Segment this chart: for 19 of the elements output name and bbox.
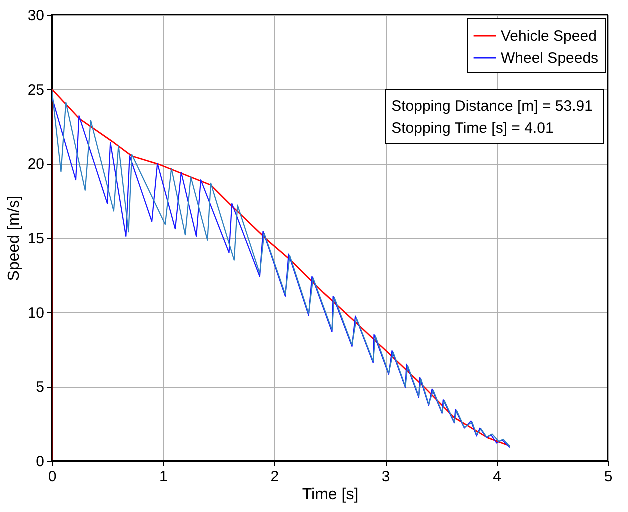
- legend-label: Vehicle Speed: [501, 28, 597, 45]
- y-tick-label: 25: [28, 82, 44, 99]
- x-tick-label: 4: [493, 468, 502, 486]
- x-tick-label: 2: [270, 468, 280, 486]
- x-axis-title: Time [s]: [302, 486, 359, 504]
- annotation: Stopping Distance [m] = 53.91: [392, 98, 593, 115]
- x-tick-label: 3: [382, 468, 390, 486]
- y-tick-label: 5: [36, 379, 44, 396]
- x-tick-label: 1: [160, 468, 168, 486]
- y-tick-label: 20: [28, 156, 44, 174]
- x-tick-label: 0: [48, 468, 57, 486]
- y-tick-label: 30: [28, 8, 44, 24]
- x-tick-label: 5: [604, 468, 613, 486]
- y-axis-title: Speed [m/s]: [6, 196, 23, 282]
- y-tick-label: 10: [28, 304, 44, 322]
- y-tick-label: 15: [28, 230, 44, 248]
- annotation: Stopping Time [s] = 4.01: [392, 120, 554, 137]
- y-tick-label: 0: [36, 454, 44, 470]
- legend-label: Wheel Speeds: [501, 50, 599, 67]
